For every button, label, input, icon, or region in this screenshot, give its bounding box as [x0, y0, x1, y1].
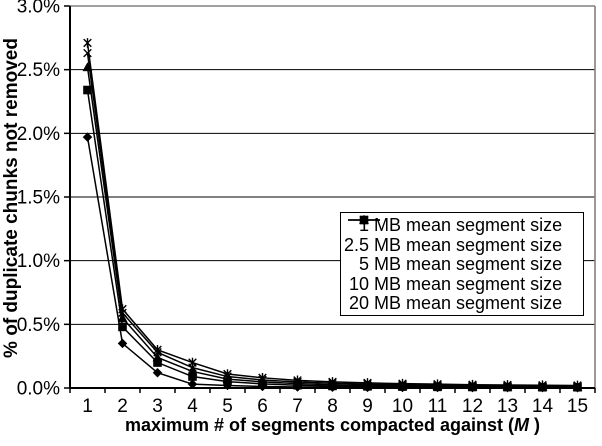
diamond-marker-icon — [82, 132, 93, 143]
x-axis-title-suffix: ) — [529, 415, 541, 435]
x-tick-label: 9 — [362, 396, 373, 417]
star-marker-icon — [359, 215, 369, 225]
x-tick-label: 14 — [532, 396, 554, 417]
y-tick-label: 1.0% — [17, 251, 60, 272]
diamond-marker-icon — [152, 367, 163, 378]
x-tick-label: 10 — [392, 396, 413, 417]
legend: 1 MB mean segment size 2.5 MB mean segmen… — [340, 212, 584, 316]
legend-label: MB mean segment size — [369, 215, 563, 235]
star-marker-icon — [573, 380, 582, 391]
square-marker-icon — [118, 322, 127, 332]
legend-label-number: 2.5 — [343, 234, 369, 255]
y-tick-label: 0.5% — [17, 315, 60, 336]
x-tick-label: 15 — [567, 396, 588, 417]
x-axis-title-italic-m: M — [514, 415, 530, 435]
star-marker-icon — [258, 373, 267, 383]
legend-key-star — [348, 215, 380, 225]
legend-label: MB mean segment size — [369, 273, 563, 294]
axes — [64, 5, 596, 393]
legend-label: MB mean segment size — [369, 234, 563, 255]
x-tick-label: 7 — [292, 396, 303, 417]
diamond-marker-icon — [187, 379, 198, 390]
x-tick-label: 4 — [187, 396, 198, 417]
y-tick-label: 1.5% — [17, 188, 60, 209]
tick-labels: 0.0%0.5%1.0%1.5%2.0%2.5%3.0%1 2 3 4 5 6 7 8 9 10 1… — [17, 0, 588, 417]
legend-item: 10 MB mean segment size — [341, 215, 583, 295]
y-tick-label: 2.0% — [17, 124, 60, 145]
series-star — [83, 38, 582, 391]
x-tick-label: 1 — [82, 396, 93, 417]
y-tick-label: 0.0% — [17, 379, 60, 400]
legend-label: MB mean segment size — [369, 293, 563, 313]
legend-label-number: 1 — [358, 215, 369, 235]
star-marker-icon — [118, 304, 127, 314]
x-tick-label: 6 — [257, 396, 268, 417]
legend-item: 5 MB mean segment size — [341, 214, 583, 275]
triangle-marker-icon — [152, 352, 163, 362]
legend-label-number: 5 — [358, 254, 369, 274]
legend-label: MB mean segment size — [369, 254, 563, 274]
x-tick-label: 8 — [327, 396, 338, 417]
x-tick-label: 2 — [117, 396, 128, 417]
x-tick-label: 13 — [497, 396, 518, 417]
star-marker-icon — [188, 357, 197, 368]
plot-border — [70, 5, 596, 388]
legend-item: 2.5 MB mean segment size — [341, 215, 583, 256]
star-marker-icon — [398, 378, 407, 389]
triangle-marker-icon — [187, 366, 198, 376]
star-marker-icon — [83, 38, 92, 48]
star-marker-icon — [433, 379, 442, 389]
y-axis-title: % of duplicate chunks not removed — [1, 38, 22, 358]
star-marker-icon — [538, 380, 547, 390]
legend-label-number: 20 — [348, 293, 369, 313]
legend-label-number: 10 — [348, 273, 369, 294]
x-axis-title-text: maximum # of segments compacted against … — [124, 415, 515, 435]
star-marker-icon — [293, 375, 302, 386]
x-marker-icon — [83, 48, 92, 58]
x-axis-title: maximum # of segments compacted against … — [65, 415, 600, 436]
star-marker-icon — [468, 379, 477, 390]
legend-item: 1 MB mean segment size — [341, 215, 583, 236]
x-tick-label: 12 — [462, 396, 483, 417]
star-marker-icon — [223, 369, 232, 379]
star-marker-icon — [363, 378, 372, 388]
y-tick-label: 2.5% — [17, 60, 60, 81]
y-tick-label: 3.0% — [17, 0, 60, 18]
diamond-marker-icon — [117, 338, 128, 349]
x-tick-label: 11 — [428, 396, 448, 417]
star-marker-icon — [328, 377, 337, 387]
x-tick-label: 3 — [152, 396, 163, 417]
x-tick-label: 5 — [222, 396, 233, 417]
star-marker-icon — [153, 345, 162, 355]
star-marker-icon — [503, 380, 512, 390]
legend-item: 20 MB mean segment size — [341, 215, 583, 314]
triangle-marker-icon — [117, 312, 128, 323]
